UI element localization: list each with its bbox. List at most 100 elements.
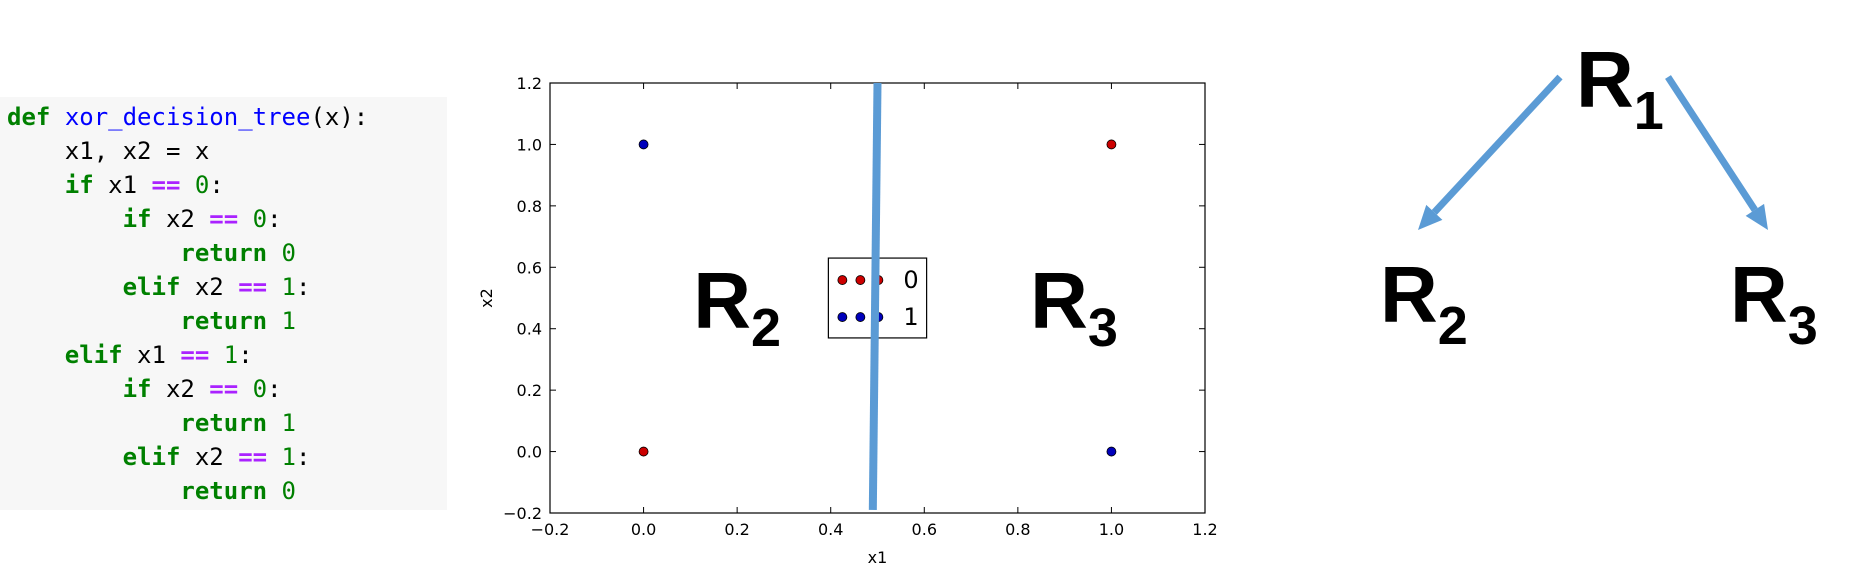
code-token: 1 bbox=[281, 273, 296, 301]
tree-left-main: R bbox=[1380, 250, 1438, 339]
legend-marker bbox=[855, 275, 866, 285]
code-token: elif bbox=[122, 273, 181, 301]
code-token: if bbox=[122, 375, 152, 403]
code-line: return 1 bbox=[7, 304, 296, 338]
tree-arrow-left-shaft bbox=[1431, 74, 1563, 215]
tree-arrow-left-head bbox=[1418, 204, 1443, 230]
code-token: x2 bbox=[151, 205, 210, 233]
x-tick-label: 0.4 bbox=[818, 520, 843, 539]
code-line: def xor_decision_tree(x): bbox=[7, 100, 368, 134]
data-point-class-1 bbox=[638, 139, 649, 150]
code-line: elif x2 == 1: bbox=[7, 270, 311, 304]
x-tick-label: 1.2 bbox=[1192, 520, 1217, 539]
code-token: 0 bbox=[252, 205, 268, 233]
tree-arrow-right-head bbox=[1745, 203, 1768, 230]
tree-root-label: R1 bbox=[1576, 40, 1664, 139]
scatter-plot: −0.2−0.2 0.0 0.0 0.2 0.2 0.4 0.4 0.6 0.6 0.8 0.8 1.… bbox=[477, 74, 1218, 567]
tree-arrow-right-shaft bbox=[1665, 75, 1758, 212]
x-axis-label: x1 bbox=[868, 548, 888, 567]
code-line: elif x2 == 1: bbox=[7, 440, 311, 474]
region-label-main: R bbox=[1030, 256, 1088, 345]
code-line: if x1 == 0: bbox=[7, 168, 224, 202]
code-line: x1, x2 = x bbox=[7, 134, 210, 168]
y-axis-label: x2 bbox=[477, 288, 496, 308]
tree-left-sub: 2 bbox=[1437, 296, 1468, 356]
x-tick-label: 0.8 bbox=[1005, 520, 1030, 539]
y-tick-label: 1.0 bbox=[517, 135, 542, 154]
code-token: : bbox=[267, 205, 282, 233]
code-token: if bbox=[64, 171, 94, 199]
code-token: 0 bbox=[252, 375, 268, 403]
code-token: 0 bbox=[194, 171, 210, 199]
region-label: R2 bbox=[693, 256, 781, 358]
code-token: x2 bbox=[151, 375, 210, 403]
code-token: return bbox=[180, 307, 268, 335]
code-token: 0 bbox=[281, 239, 296, 267]
code-token: return bbox=[180, 239, 268, 267]
code-line: if x2 == 0: bbox=[7, 202, 282, 236]
y-tick-label: 0.2 bbox=[517, 381, 542, 400]
legend-marker bbox=[837, 312, 848, 322]
code-token: x2 bbox=[180, 273, 239, 301]
split-line bbox=[868, 82, 882, 510]
tree-right-main: R bbox=[1730, 250, 1788, 339]
code-panel: def xor_decision_tree(x): x1, x2 = x if … bbox=[0, 97, 447, 510]
code-line: elif x1 == 1: bbox=[7, 338, 253, 372]
code-token: == bbox=[238, 273, 268, 301]
tree-left-label: R2 bbox=[1380, 255, 1468, 354]
y-tick-label: 0.4 bbox=[517, 320, 542, 339]
region-label-main: R bbox=[693, 256, 751, 345]
code-token: : bbox=[238, 341, 253, 369]
tree-right-label: R3 bbox=[1730, 255, 1818, 354]
y-tick-label: 0.8 bbox=[517, 197, 542, 216]
x-tick-label: 0.6 bbox=[912, 520, 937, 539]
code-token: 1 bbox=[281, 443, 296, 471]
code-token: x1, x2 = x bbox=[64, 137, 210, 165]
code-token: xor_decision_tree bbox=[64, 103, 311, 131]
code-line: return 0 bbox=[7, 474, 296, 508]
legend-label: 1 bbox=[903, 303, 918, 331]
code-token: x2 bbox=[180, 443, 239, 471]
code-token: == bbox=[180, 341, 210, 369]
region-label-sub: 3 bbox=[1088, 298, 1118, 358]
y-tick-label: 1.2 bbox=[517, 74, 542, 93]
code-token: x1 bbox=[122, 341, 181, 369]
code-token: 1 bbox=[223, 341, 239, 369]
y-tick-label: 0.6 bbox=[517, 258, 542, 277]
code-token: == bbox=[209, 205, 239, 233]
y-tick-label: 0.0 bbox=[517, 443, 542, 462]
code-line: return 1 bbox=[7, 406, 296, 440]
region-label-sub: 2 bbox=[751, 298, 781, 358]
legend-marker bbox=[855, 312, 866, 322]
code-token: x1 bbox=[93, 171, 152, 199]
code-token: : bbox=[296, 443, 311, 471]
data-point-class-0 bbox=[1106, 139, 1117, 150]
code-token: if bbox=[122, 205, 152, 233]
code-token: return bbox=[180, 477, 268, 505]
x-tick-label: −0.2 bbox=[531, 520, 570, 539]
tree-root-main: R bbox=[1576, 35, 1634, 124]
code-token: == bbox=[151, 171, 181, 199]
x-tick-label: 0.0 bbox=[631, 520, 656, 539]
data-point-class-0 bbox=[638, 446, 649, 457]
code-token: == bbox=[238, 443, 268, 471]
tree-root-sub: 1 bbox=[1633, 81, 1664, 141]
code-token: : bbox=[209, 171, 224, 199]
code-token: elif bbox=[64, 341, 123, 369]
code-token: : bbox=[267, 375, 282, 403]
x-tick-label: 0.2 bbox=[724, 520, 749, 539]
code-token: return bbox=[180, 409, 268, 437]
code-token: (x): bbox=[310, 103, 369, 131]
code-token: def bbox=[7, 103, 51, 131]
code-line: return 0 bbox=[7, 236, 296, 270]
x-tick-label: 1.0 bbox=[1099, 520, 1124, 539]
code-token: elif bbox=[122, 443, 181, 471]
code-token: 1 bbox=[281, 307, 296, 335]
code-token: 0 bbox=[281, 477, 296, 505]
legend-label: 0 bbox=[903, 266, 918, 294]
region-label: R3 bbox=[1030, 256, 1118, 358]
y-tick-label: −0.2 bbox=[503, 504, 542, 523]
tree-right-sub: 3 bbox=[1787, 296, 1818, 356]
code-token: 1 bbox=[281, 409, 296, 437]
